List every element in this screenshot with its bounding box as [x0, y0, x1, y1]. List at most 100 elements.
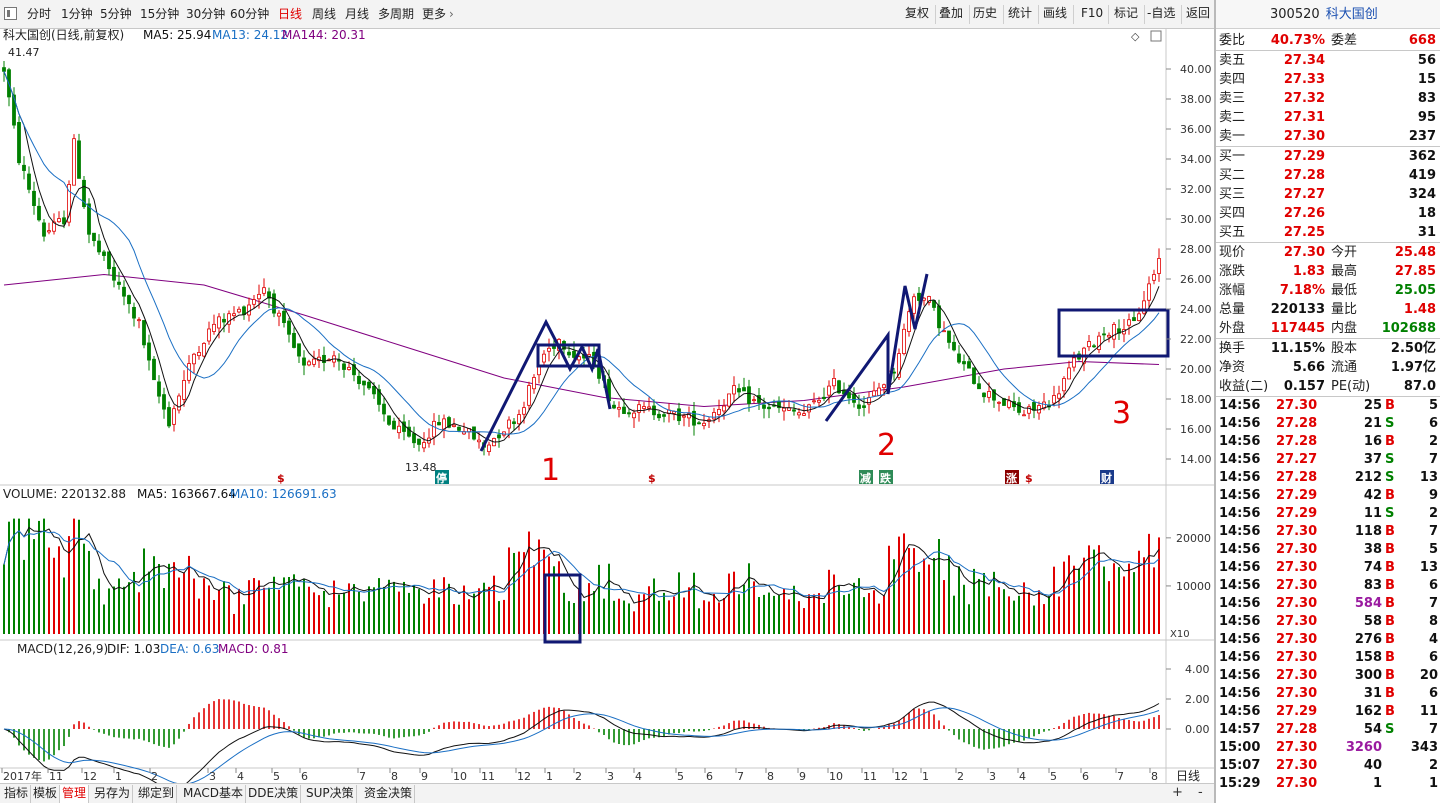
- sell-level: 卖二 27.31 95: [1219, 110, 1436, 125]
- tab-macd-basic[interactable]: MACD基本: [181, 785, 246, 803]
- back-button[interactable]: 返回: [1186, 6, 1211, 20]
- tab-sup[interactable]: SUP决策: [304, 785, 357, 803]
- candle-body: [407, 426, 411, 437]
- history-button[interactable]: 历史: [973, 6, 998, 20]
- volume-bar: [558, 561, 560, 634]
- date-tick-label: 12: [517, 770, 531, 783]
- volume-bar: [1018, 595, 1020, 634]
- candle-body: [262, 287, 266, 294]
- volume-bar: [778, 595, 780, 634]
- volume-bar: [458, 604, 460, 634]
- overlay-button[interactable]: 叠加: [939, 6, 964, 20]
- period-15min[interactable]: 15分钟: [140, 7, 180, 21]
- period-monthly[interactable]: 月线: [345, 7, 370, 21]
- period-daily[interactable]: 日线: [278, 7, 303, 21]
- stock-name[interactable]: 科大国创: [1325, 7, 1378, 22]
- kline-chart-area[interactable]: 科大国创(日线,前复权) MA5: 25.94 MA13: 24.12 MA14…: [0, 29, 1214, 783]
- volume-bar: [68, 536, 70, 634]
- tab-template[interactable]: 模板: [31, 785, 61, 803]
- event-marker-bg: [879, 470, 893, 484]
- volume-bar: [423, 603, 425, 634]
- period-30min[interactable]: 30分钟: [186, 7, 226, 21]
- candle-body: [62, 217, 66, 225]
- zoom-out-icon[interactable]: -: [1198, 785, 1203, 800]
- chevron-right-icon[interactable]: ›: [449, 7, 454, 21]
- volume-ma10-legend: MA10: 126691.63: [230, 487, 337, 501]
- date-tick-label: 6: [1082, 770, 1089, 783]
- kline-chart[interactable]: 科大国创(日线,前复权) MA5: 25.94 MA13: 24.12 MA14…: [0, 29, 1214, 783]
- candle-body: [212, 323, 216, 332]
- period-fenshi[interactable]: 分时: [27, 7, 52, 21]
- price-tick-label: 36.00: [1180, 123, 1212, 136]
- candle-body: [472, 426, 476, 440]
- volume-bar: [568, 601, 570, 634]
- candle-body: [612, 404, 616, 409]
- f10-button[interactable]: F10: [1081, 6, 1104, 20]
- volume-bar: [298, 586, 300, 634]
- ma144-legend: MA144: 20.31: [282, 29, 366, 42]
- candle-body: [297, 343, 301, 357]
- tab-dde[interactable]: DDE决策: [246, 785, 302, 803]
- candle-body: [767, 406, 771, 410]
- candle-body: [957, 353, 961, 363]
- panel-toggle-icon[interactable]: [4, 7, 17, 20]
- date-tick-label: 1: [115, 770, 122, 783]
- period-weekly[interactable]: 周线: [312, 7, 337, 21]
- mark-button[interactable]: 标记: [1114, 6, 1139, 20]
- period-multi[interactable]: 多周期: [378, 7, 415, 21]
- tab-fund[interactable]: 资金决策: [362, 785, 416, 803]
- volume-bar: [808, 594, 810, 634]
- tab-bind-to[interactable]: 绑定到: [136, 785, 178, 803]
- volume-bar: [648, 586, 650, 634]
- diamond-icon[interactable]: ◇: [1131, 30, 1140, 43]
- volume-bar: [683, 597, 685, 634]
- volume-bar: [908, 548, 910, 634]
- zoom-in-icon[interactable]: +: [1172, 785, 1183, 800]
- price-tick-label: 30.00: [1180, 213, 1212, 226]
- fuquan-button[interactable]: 复权: [905, 6, 930, 20]
- volume-bar: [8, 521, 10, 634]
- candle-body: [202, 343, 206, 357]
- volume-bar: [723, 597, 725, 634]
- candle-body: [382, 403, 386, 415]
- candle-body: [72, 138, 76, 186]
- price-tick-label: 32.00: [1180, 183, 1212, 196]
- candle-body: [937, 305, 941, 329]
- volume-bar: [848, 593, 850, 634]
- volume-bar: [288, 577, 290, 634]
- candle-body: [142, 320, 146, 346]
- candle-body: [662, 414, 666, 417]
- candle-body: [447, 417, 451, 428]
- volume-bar: [293, 574, 295, 634]
- remove-watchlist-button[interactable]: -自选: [1147, 6, 1176, 20]
- volume-bar: [588, 583, 590, 634]
- stats-button[interactable]: 统计: [1008, 6, 1033, 20]
- date-tick-label: 1: [922, 770, 929, 783]
- period-5min[interactable]: 5分钟: [100, 7, 132, 21]
- volume-bar: [358, 591, 360, 634]
- volume-bar: [553, 566, 555, 634]
- volume-bar: [663, 592, 665, 634]
- candle-body: [497, 434, 501, 439]
- tab-indicator[interactable]: 指标: [2, 785, 32, 803]
- draw-line-button[interactable]: 画线: [1043, 6, 1068, 20]
- tick-list[interactable]: 14:56 27.30 25 B 5 14:56 27.28 21 S 6 14:56 27.28 16…: [1216, 397, 1440, 793]
- date-tick-label: 8: [1151, 770, 1158, 783]
- chart-maximize-icon[interactable]: [1150, 30, 1162, 42]
- period-60min[interactable]: 60分钟: [230, 7, 270, 21]
- period-1min[interactable]: 1分钟: [61, 7, 93, 21]
- tick-row: 14:56 27.28 212 S 13: [1219, 470, 1438, 485]
- period-more[interactable]: 更多: [422, 7, 447, 21]
- volume-bar: [433, 579, 435, 634]
- date-tick-label: 3: [209, 770, 216, 783]
- event-marker: 涨: [1006, 471, 1017, 485]
- tab-manage[interactable]: 管理: [60, 785, 90, 803]
- volume-bar: [378, 578, 380, 634]
- volume-bar: [943, 580, 945, 634]
- buy-level: 买一 27.29 362: [1219, 149, 1436, 164]
- volume-bar: [533, 565, 535, 634]
- volume-bar: [1148, 533, 1150, 634]
- volume-bar: [1113, 563, 1115, 634]
- tab-save-as[interactable]: 另存为: [92, 785, 134, 803]
- candle-body: [277, 312, 281, 317]
